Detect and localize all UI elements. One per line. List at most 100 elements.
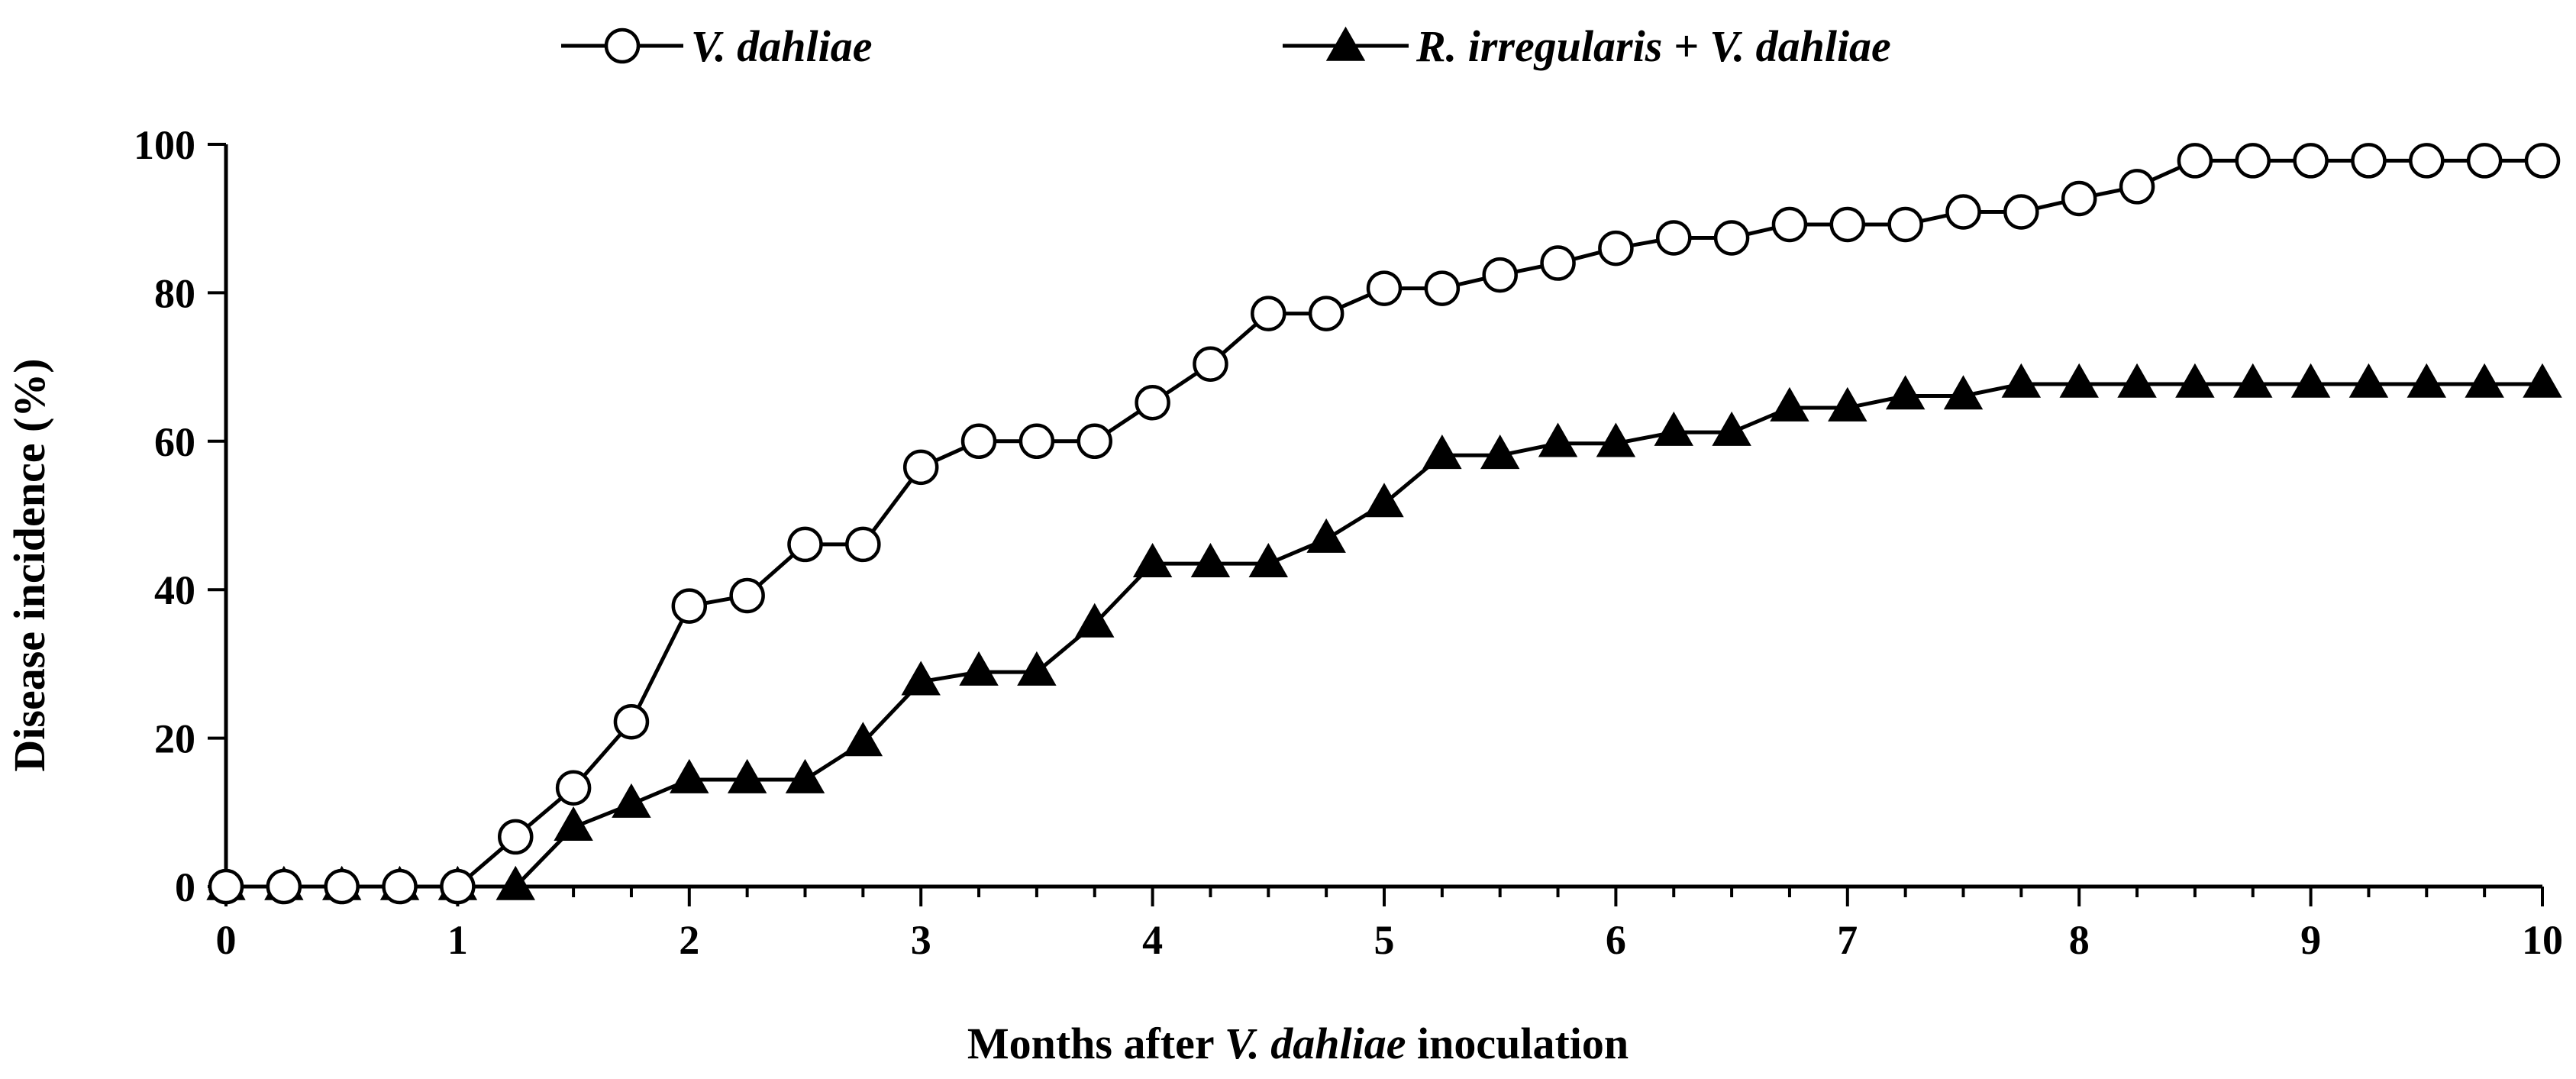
data-point [382, 868, 418, 905]
y-tick-label: 80 [154, 270, 195, 316]
data-point [2177, 143, 2213, 179]
data-point [2175, 363, 2215, 398]
series-r-irregularis-v-dahliae [206, 363, 2562, 900]
open-circle-marker-icon [604, 27, 641, 64]
data-point [1366, 270, 1403, 306]
data-point [613, 703, 650, 740]
data-point [2117, 363, 2157, 398]
data-point [2003, 194, 2039, 230]
data-point [2348, 363, 2389, 398]
data-point [496, 865, 535, 900]
legend-label: R. irregularis + V. dahliae [1416, 21, 1891, 71]
data-point [901, 661, 941, 696]
data-point [1945, 194, 1981, 230]
data-point [1943, 375, 1984, 410]
data-point [1654, 411, 1693, 446]
data-point [2466, 143, 2503, 179]
x-tick-label: 10 [2522, 917, 2563, 963]
x-tick-label: 5 [1374, 917, 1395, 963]
y-tick-label: 60 [154, 419, 195, 465]
data-point [1190, 542, 1231, 577]
data-point [1771, 206, 1808, 243]
data-point [2524, 143, 2561, 179]
data-point [1306, 518, 1346, 553]
data-point [1885, 375, 1926, 410]
data-point [555, 770, 592, 806]
legend-entry: V. dahliae [561, 21, 872, 71]
data-point [1424, 270, 1461, 306]
data-point [1248, 542, 1289, 577]
data-point [785, 758, 825, 793]
data-point [440, 868, 476, 905]
data-point [1829, 206, 1866, 243]
data-point [1598, 230, 1634, 267]
data-point [787, 526, 823, 563]
filled-triangle-marker-icon [1325, 26, 1366, 61]
data-point [554, 806, 593, 842]
x-tick-label: 2 [679, 917, 699, 963]
data-point [902, 449, 939, 486]
data-point [1480, 435, 1520, 470]
data-point [729, 577, 765, 614]
data-point [2001, 363, 2042, 398]
data-point [1713, 220, 1750, 256]
data-point [1364, 483, 1404, 518]
data-point [1077, 423, 1112, 460]
data-point [845, 526, 881, 563]
data-point [1017, 651, 1057, 686]
x-tick-label: 1 [447, 917, 468, 963]
data-point [1135, 385, 1170, 421]
x-axis-title-prefix: Months after [967, 1019, 1225, 1068]
data-point [960, 423, 997, 460]
data-point [1538, 422, 1578, 457]
data-point [2409, 143, 2445, 179]
data-point [2119, 169, 2155, 205]
x-tick-label: 8 [2069, 917, 2090, 963]
data-point [266, 868, 302, 905]
legend: V. dahliae R. irregularis + V. dahliae [561, 21, 1891, 71]
data-point [1540, 245, 1576, 281]
data-point [1712, 411, 1751, 446]
series-v-dahliae [208, 143, 2561, 905]
data-point [2523, 363, 2562, 398]
x-axis-title: Months after V. dahliae inoculation [967, 1019, 1629, 1068]
data-point [2465, 363, 2504, 398]
data-point [1132, 542, 1173, 577]
data-point [2293, 143, 2329, 179]
data-point [1193, 346, 1228, 382]
series-layer [206, 143, 2562, 905]
x-tick-label: 6 [1606, 917, 1626, 963]
y-tick-label: 100 [134, 122, 195, 168]
data-point [959, 651, 999, 686]
y-tick-label: 40 [154, 567, 195, 613]
data-point [727, 758, 767, 793]
data-point [612, 783, 651, 818]
data-point [1308, 296, 1344, 331]
x-tick-label: 0 [216, 917, 237, 963]
data-point [1075, 602, 1115, 638]
data-point [670, 758, 709, 793]
data-point [1770, 386, 1809, 422]
x-tick-label: 7 [1837, 917, 1858, 963]
data-point [1422, 435, 1462, 470]
y-tick-label: 0 [175, 864, 195, 910]
data-point [2407, 363, 2447, 398]
x-tick-label: 3 [911, 917, 931, 963]
legend-entry: R. irregularis + V. dahliae [1283, 21, 1891, 71]
data-point [208, 868, 244, 905]
data-point [2059, 363, 2099, 398]
x-tick-label: 4 [1142, 917, 1163, 963]
y-tick-label: 20 [154, 716, 195, 762]
data-point [843, 722, 883, 757]
data-point [1887, 206, 1923, 243]
data-point [2235, 143, 2271, 179]
data-point [2290, 363, 2331, 398]
x-axis-title-suffix: inoculation [1406, 1019, 1629, 1068]
data-point [2351, 143, 2387, 179]
data-point [671, 588, 708, 624]
data-point [498, 819, 534, 855]
y-axis-title: Disease incidence (%) [5, 358, 54, 771]
data-point [324, 868, 360, 905]
